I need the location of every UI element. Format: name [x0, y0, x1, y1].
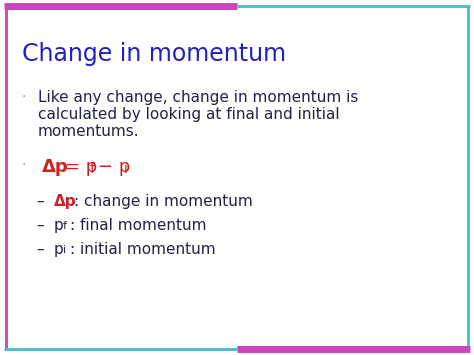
Text: p: p [54, 218, 64, 233]
Text: –: – [36, 218, 44, 233]
Text: i: i [124, 162, 128, 176]
Text: = p: = p [65, 158, 97, 176]
Text: i: i [63, 245, 66, 255]
Text: : final momentum: : final momentum [70, 218, 207, 233]
Text: momentums.: momentums. [38, 124, 140, 139]
Text: ·: · [22, 158, 27, 172]
Text: Δp: Δp [42, 158, 69, 176]
Text: : initial momentum: : initial momentum [70, 242, 216, 257]
Text: : change in momentum: : change in momentum [74, 194, 253, 209]
Text: –: – [36, 194, 44, 209]
Text: f: f [63, 221, 67, 231]
Text: − p: − p [98, 158, 130, 176]
Text: f: f [90, 162, 95, 176]
Text: Δp: Δp [54, 194, 77, 209]
Text: Like any change, change in momentum is: Like any change, change in momentum is [38, 90, 358, 105]
Text: calculated by looking at final and initial: calculated by looking at final and initi… [38, 107, 340, 122]
Text: ·: · [22, 90, 27, 104]
Text: –: – [36, 242, 44, 257]
Text: p: p [54, 242, 64, 257]
Text: Change in momentum: Change in momentum [22, 42, 286, 66]
